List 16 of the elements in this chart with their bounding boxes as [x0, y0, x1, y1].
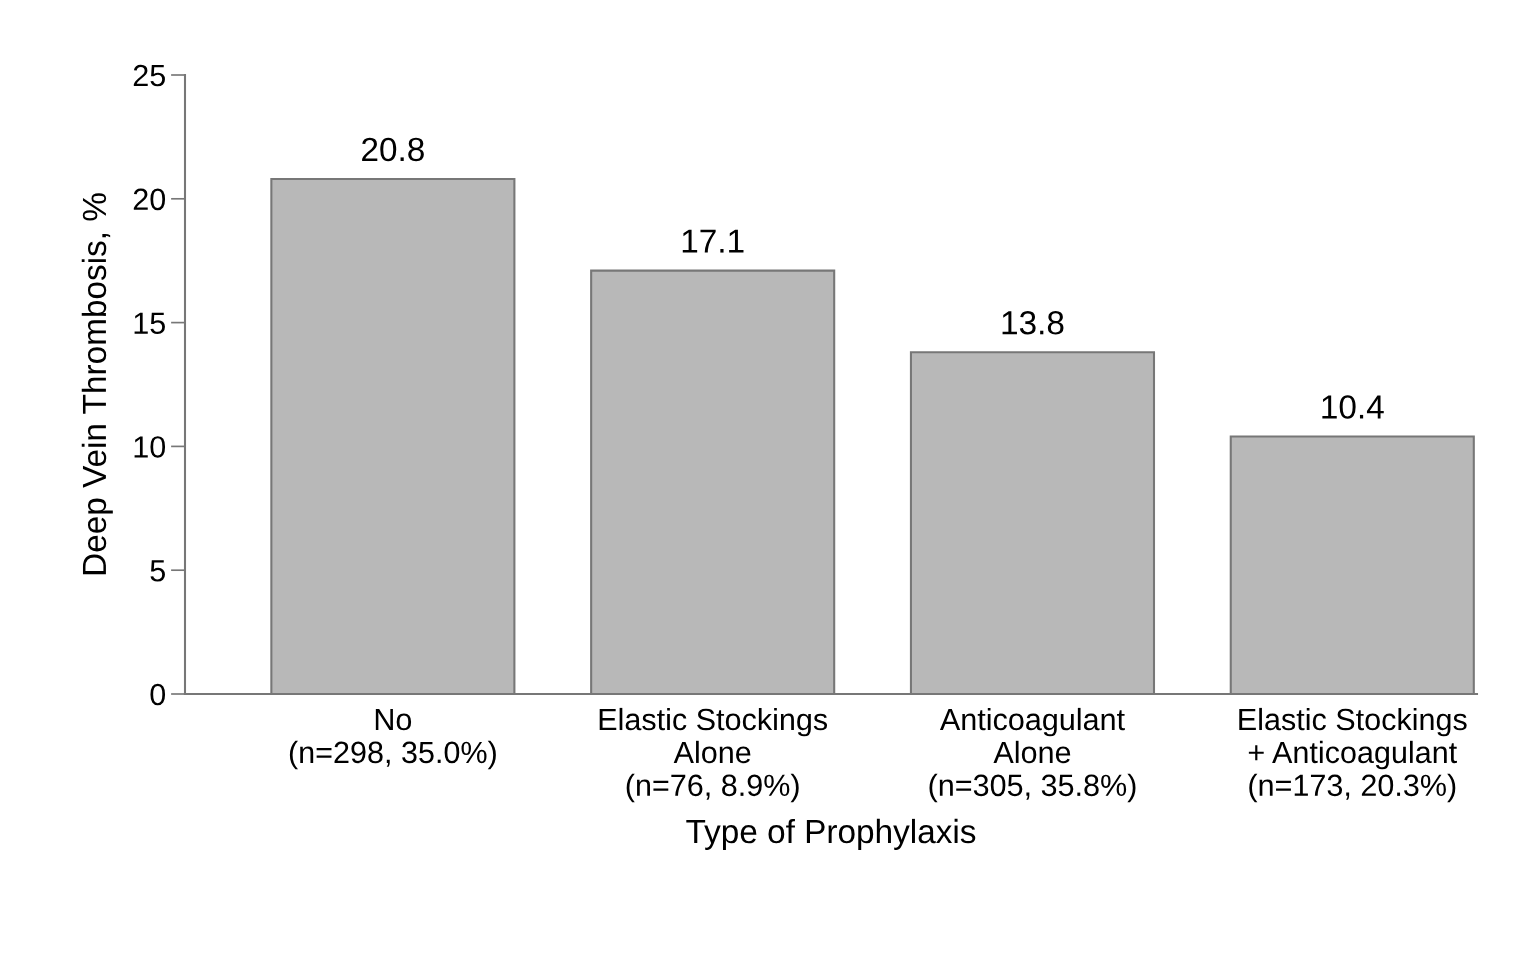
x-tick-label: Elastic Stockings + Anticoagulant (n=173, 20.3%) — [1239, 707, 1467, 803]
y-tick-label: 20 — [133, 188, 166, 211]
y-axis-title: Deep Vein Thrombosis, % — [81, 193, 113, 575]
data-label: 17.1 — [682, 229, 744, 253]
x-axis-title: Type of Prophylaxis — [686, 818, 976, 850]
y-tick-label: 5 — [150, 560, 165, 582]
y-tick-label: 10 — [134, 436, 166, 458]
data-label: 20.8 — [362, 137, 424, 162]
data-label: 13.8 — [1002, 311, 1064, 335]
x-tick-label: Elastic Stockings Alone (n=76, 8.9%) — [599, 707, 828, 803]
data-label: 10.4 — [1322, 395, 1384, 419]
y-tick-label: 25 — [133, 64, 165, 87]
x-tick-label: No (n=298, 35.0%) — [289, 709, 496, 770]
x-tick-label: Anticoagulant Alone (n=305, 35.8%) — [929, 707, 1136, 803]
y-tick-label: 0 — [150, 683, 166, 706]
y-tick-label: 15 — [134, 312, 165, 334]
